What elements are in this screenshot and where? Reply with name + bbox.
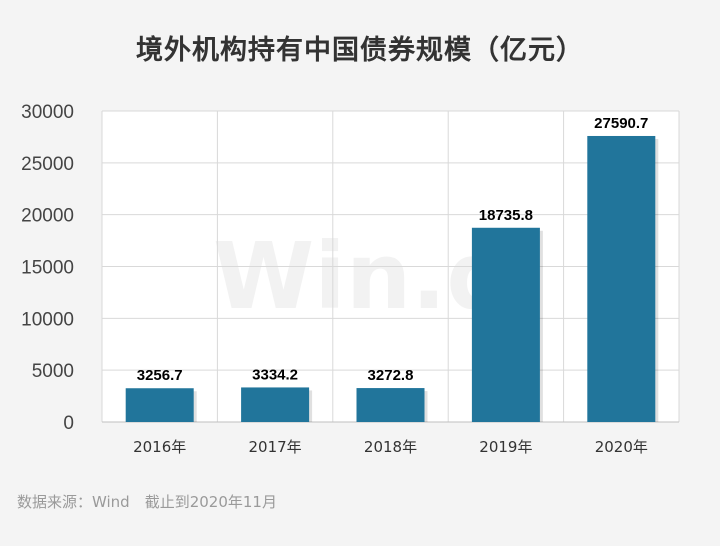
x-tick-label: 2020年: [595, 438, 648, 456]
x-tick-label: 2019年: [479, 438, 532, 456]
bar: [471, 227, 540, 422]
data-label: 3272.8: [368, 367, 414, 384]
y-tick-label: 15000: [21, 258, 74, 279]
y-tick-label: 0: [63, 413, 74, 434]
x-tick-label: 2016年: [133, 438, 186, 456]
chart-title: 境外机构持有中国债券规模（亿元）: [136, 35, 584, 66]
watermark: Win.d: [213, 223, 512, 330]
x-tick-label: 2018年: [364, 438, 417, 456]
bar: [356, 388, 425, 422]
source-note: 数据来源：Wind 截止到2020年11月: [17, 493, 277, 511]
data-label: 18735.8: [479, 207, 533, 224]
y-tick-label: 20000: [21, 206, 74, 227]
data-label: 27590.7: [594, 115, 648, 132]
bar: [125, 388, 194, 422]
bar: [241, 387, 310, 422]
plot-area: Win.d 0 5000 10000 15000 20000 25000 30000 3256.…: [21, 102, 680, 456]
data-label: 3256.7: [137, 367, 183, 384]
y-tick-label: 25000: [21, 154, 74, 175]
y-tick-label: 30000: [21, 102, 74, 123]
y-tick-label: 10000: [21, 309, 74, 330]
y-tick-label: 5000: [32, 361, 74, 382]
data-label: 3334.2: [252, 366, 298, 383]
bar: [587, 135, 656, 422]
x-tick-label: 2017年: [249, 438, 302, 456]
